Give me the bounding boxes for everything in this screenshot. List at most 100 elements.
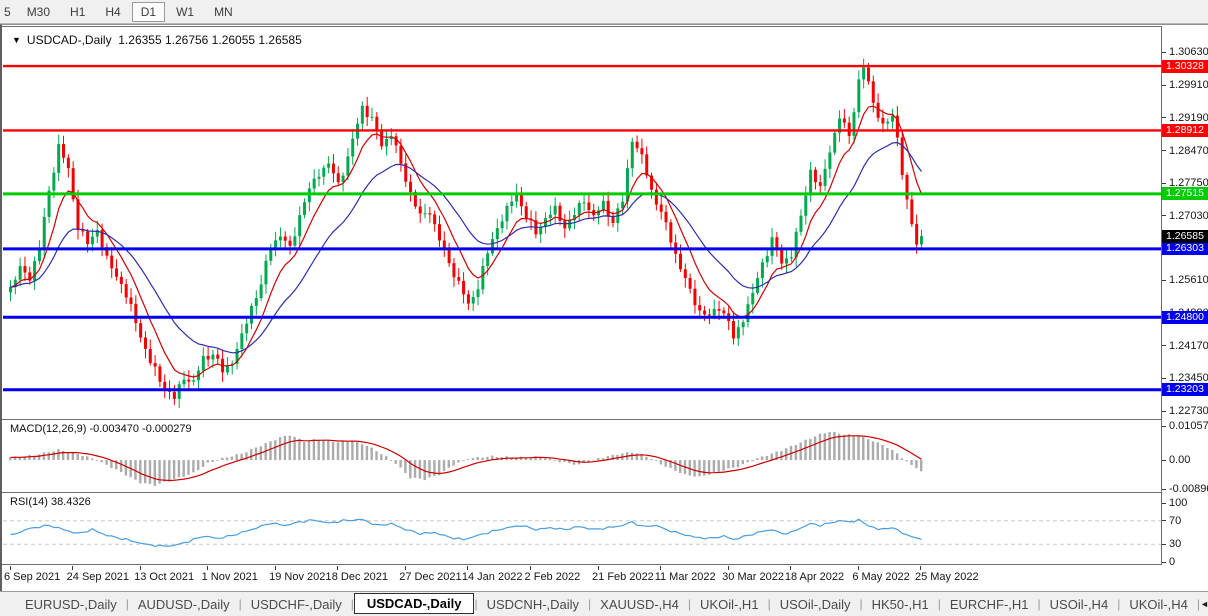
- price-tick-mark: [1162, 84, 1166, 86]
- timeframe-button-w1[interactable]: W1: [176, 4, 195, 19]
- date-tick-mark: [274, 566, 276, 570]
- rsi-tick-label: 70: [1169, 514, 1182, 527]
- macd-tick-label: -0.00896: [1169, 483, 1208, 495]
- date-tick-mark: [139, 566, 141, 570]
- date-tick-mark: [857, 566, 859, 570]
- price-tick-label: 1.28470: [1169, 144, 1208, 157]
- tab-xauusd-h4[interactable]: XAUUSD-,H4: [600, 596, 679, 612]
- date-tick-mark: [530, 566, 532, 570]
- symbol-ohlc-text: USDCAD-,Daily 1.26355 1.26756 1.26055 1.…: [26, 33, 302, 47]
- date-tick-mark: [597, 566, 599, 570]
- price-tick-label: 1.27030: [1169, 209, 1208, 222]
- support-price-label: 1.23203: [1162, 383, 1208, 397]
- symbol-dropdown-icon[interactable]: ▼: [12, 35, 21, 45]
- price-tick-mark: [1162, 345, 1166, 347]
- tab-usdcad-daily[interactable]: USDCAD-,Daily: [353, 592, 475, 614]
- support-price-label: 1.26303: [1162, 242, 1208, 256]
- rsi-tick-label: 100: [1169, 497, 1188, 509]
- date-tick-label: 6 May 2022: [852, 571, 910, 583]
- rsi-tick-label: 0: [1169, 556, 1176, 568]
- price-tick-label: 1.29190: [1169, 111, 1208, 124]
- date-tick-mark: [337, 566, 339, 570]
- main-chart-panel[interactable]: [2, 26, 1162, 420]
- macd-tick-mark: [1162, 425, 1166, 427]
- tab-separator: |: [937, 597, 941, 611]
- tab-scroll-arrows: ◄ ►: [1200, 599, 1208, 609]
- tab-separator: |: [1037, 597, 1041, 611]
- tab-separator: |: [687, 597, 692, 611]
- date-tick-label: 21 Feb 2022: [592, 571, 654, 583]
- timeframe-button-d1[interactable]: D1: [131, 1, 166, 22]
- macd-tick-label: 0.00: [1169, 454, 1191, 467]
- current-price-label: 1.26585: [1162, 229, 1208, 243]
- date-tick-mark: [207, 566, 209, 570]
- date-tick-label: 18 Apr 2022: [784, 571, 845, 583]
- symbol-tab-bar: EURUSD-,Daily | AUDUSD-,Daily | USDCHF-,Dail…: [0, 591, 1208, 616]
- price-tick-label: 1.30630: [1169, 46, 1208, 59]
- date-tick-label: 13 Oct 2021: [134, 571, 195, 583]
- tab-separator: |: [474, 597, 478, 611]
- tab-eurchf-h1[interactable]: EURCHF-,H1: [949, 596, 1029, 612]
- tab-scroll-left-icon[interactable]: ◄: [1199, 599, 1208, 609]
- price-tick-label: 1.27750: [1169, 177, 1208, 190]
- date-tick-label: 30 Mar 2022: [722, 571, 784, 583]
- date-tick-label: 2 Feb 2022: [524, 571, 581, 583]
- symbol-tabs: EURUSD-,Daily | AUDUSD-,Daily | USDCHF-,Dail…: [16, 592, 1200, 615]
- price-tick-mark: [1162, 182, 1166, 184]
- timeframe-button-m30[interactable]: M30: [26, 4, 51, 19]
- tab-separator: |: [350, 597, 354, 611]
- macd-tick-label: 0.010578: [1169, 420, 1208, 432]
- tab-separator: |: [859, 597, 863, 611]
- symbol-header[interactable]: ▼ USDCAD-,Daily 1.26355 1.26756 1.26055 1…: [12, 33, 302, 47]
- tab-separator: |: [588, 597, 592, 611]
- rsi-indicator-label: RSI(14) 38.4326: [10, 496, 91, 508]
- price-tick-label: 1.22730: [1169, 405, 1208, 418]
- date-tick-label: 25 May 2022: [914, 571, 979, 583]
- date-tick-label: 19 Nov 2021: [269, 571, 332, 583]
- price-tick-mark: [1162, 377, 1166, 379]
- timeframe-button-h4[interactable]: H4: [105, 4, 121, 19]
- date-tick-mark: [660, 566, 662, 570]
- tab-ukoil-h4[interactable]: UKOil-,H4: [1129, 596, 1188, 612]
- tab-separator: |: [767, 597, 771, 611]
- price-tick-mark: [1162, 150, 1166, 152]
- date-tick-mark: [404, 566, 406, 570]
- price-tick-mark: [1162, 410, 1166, 412]
- resistance-price-label: 1.30328: [1162, 59, 1208, 73]
- pivot-price-label: 1.27515: [1162, 187, 1208, 201]
- tab-separator: |: [238, 597, 242, 611]
- tab-separator: |: [1196, 597, 1200, 611]
- price-tick-mark: [1162, 51, 1166, 53]
- date-tick-label: 6 Sep 2021: [4, 571, 61, 583]
- tab-audusd-daily[interactable]: AUDUSD-,Daily: [137, 596, 230, 612]
- rsi-tick-mark: [1162, 502, 1166, 504]
- support-price-label: 1.24800: [1162, 310, 1208, 324]
- date-tick-mark: [467, 566, 469, 570]
- price-tick-label: 1.25610: [1169, 274, 1208, 287]
- tab-usoil-daily[interactable]: USOil-,Daily: [779, 596, 851, 612]
- tab-separator: |: [125, 597, 129, 611]
- date-tick-label: 1 Nov 2021: [201, 571, 258, 583]
- rsi-tick-mark: [1162, 561, 1166, 563]
- price-tick-mark: [1162, 279, 1166, 281]
- price-tick-mark: [1162, 117, 1166, 119]
- tab-ukoil-h1[interactable]: UKOil-,H1: [700, 596, 759, 612]
- rsi-tick-mark: [1162, 543, 1166, 545]
- timeframe-button-h1[interactable]: H1: [70, 4, 86, 19]
- tab-hk50-h1[interactable]: HK50-,H1: [871, 596, 929, 612]
- resistance-price-label: 1.28912: [1162, 123, 1208, 137]
- tab-usdchf-daily[interactable]: USDCHF-,Daily: [250, 596, 342, 612]
- price-tick-label: 1.23450: [1169, 372, 1208, 385]
- date-tick-label: 27 Dec 2021: [399, 571, 462, 583]
- rsi-panel[interactable]: [2, 493, 1162, 565]
- macd-panel[interactable]: [2, 420, 1162, 493]
- timeframe-button-mn[interactable]: MN: [214, 4, 233, 19]
- rsi-tick-mark: [1162, 520, 1166, 522]
- tab-eurusd-daily[interactable]: EURUSD-,Daily: [25, 596, 117, 612]
- price-tick-mark: [1162, 215, 1166, 217]
- tab-usoil-h4[interactable]: USOil-,H4: [1049, 596, 1109, 612]
- timeframe-toolbar: 5 M30 H1 H4 D1 W1 MN: [0, 0, 1208, 24]
- date-tick-mark: [9, 566, 11, 570]
- timeframe-button-5[interactable]: 5: [4, 4, 11, 19]
- tab-usdcnh-daily[interactable]: USDCNH-,Daily: [486, 596, 580, 612]
